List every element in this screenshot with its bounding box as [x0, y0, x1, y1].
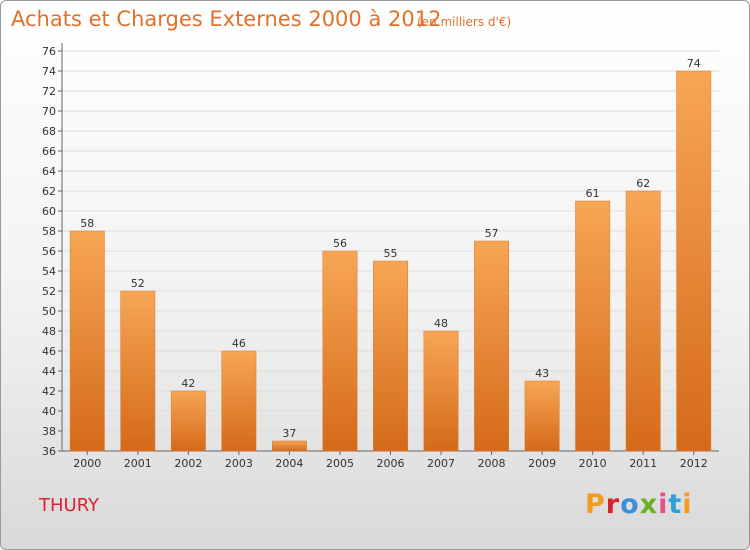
data-labels: 58 52 42 46 37 56 55 48 57 43 61 62 74	[80, 57, 700, 440]
bar	[524, 380, 560, 452]
data-label: 43	[535, 367, 549, 380]
x-tick-label: 2005	[326, 457, 354, 470]
bar	[373, 260, 408, 452]
x-tick-label: 2010	[579, 457, 607, 470]
data-label: 52	[131, 277, 145, 290]
y-tick-label: 66	[42, 145, 56, 158]
y-tick-label: 58	[42, 225, 56, 238]
y-tick-label: 36	[42, 445, 56, 458]
bar	[322, 250, 358, 452]
brand-letter: x	[639, 489, 659, 520]
x-tick-label: 2012	[680, 457, 708, 470]
data-label: 58	[80, 217, 94, 230]
y-tick-label: 56	[42, 245, 56, 258]
y-tick-label: 50	[42, 305, 56, 318]
data-label: 62	[636, 177, 650, 190]
y-tick-label: 70	[42, 105, 56, 118]
bar	[120, 290, 156, 452]
proxiti-logo[interactable]: Proxiti	[585, 489, 693, 520]
x-tick-label: 2004	[275, 457, 303, 470]
data-label: 42	[181, 377, 195, 390]
bar	[474, 240, 510, 452]
brand-letter: P	[585, 489, 606, 520]
y-tick-label: 40	[42, 405, 56, 418]
x-tick-label: 2002	[174, 457, 202, 470]
chart-title: Achats et Charges Externes 2000 à 2012	[11, 7, 442, 31]
bars	[69, 70, 712, 452]
data-label: 56	[333, 237, 347, 250]
data-label: 61	[586, 187, 600, 200]
y-tick-label: 62	[42, 185, 56, 198]
x-tick-label: 2008	[478, 457, 506, 470]
y-tick-label: 44	[42, 365, 56, 378]
axes: 36 38 40 42 44 46 48 50 52 54 56 58 60 62 64 66 68 70 72 74…	[42, 43, 719, 470]
town-name: THURY	[39, 495, 100, 516]
brand-letter: o	[620, 489, 640, 520]
brand-letter: i	[682, 489, 693, 520]
bar	[271, 440, 307, 452]
data-label: 48	[434, 317, 448, 330]
bar	[676, 70, 712, 452]
x-tick-label: 2001	[124, 457, 152, 470]
brand-letter: i	[658, 489, 669, 520]
y-tick-label: 48	[42, 325, 56, 338]
data-label: 46	[232, 337, 246, 350]
y-tick-label: 54	[42, 265, 56, 278]
y-tick-label: 52	[42, 285, 56, 298]
bar	[221, 350, 257, 452]
y-tick-label: 42	[42, 385, 56, 398]
y-tick-label: 68	[42, 125, 56, 138]
brand-letter: r	[605, 489, 621, 520]
data-label: 74	[687, 57, 701, 70]
y-tick-label: 46	[42, 345, 56, 358]
x-tick-label: 2009	[528, 457, 556, 470]
x-tick-label: 2003	[225, 457, 253, 470]
y-tick-label: 76	[42, 45, 56, 58]
data-label: 55	[384, 247, 398, 260]
bar	[170, 390, 206, 452]
bar	[575, 200, 611, 452]
x-tick-label: 2000	[73, 457, 101, 470]
x-tick-label: 2006	[377, 457, 405, 470]
chart-subtitle: (en milliers d'€)	[417, 15, 512, 29]
bar	[423, 330, 459, 452]
y-tick-label: 72	[42, 85, 56, 98]
x-tick-label: 2011	[629, 457, 657, 470]
bar	[69, 230, 105, 452]
brand-letter: t	[668, 489, 683, 520]
y-tick-label: 74	[42, 65, 56, 78]
data-label: 57	[485, 227, 499, 240]
bar	[625, 190, 661, 452]
y-tick-label: 64	[42, 165, 56, 178]
y-tick-label: 38	[42, 425, 56, 438]
y-tick-label: 60	[42, 205, 56, 218]
x-tick-label: 2007	[427, 457, 455, 470]
data-label: 37	[282, 427, 296, 440]
